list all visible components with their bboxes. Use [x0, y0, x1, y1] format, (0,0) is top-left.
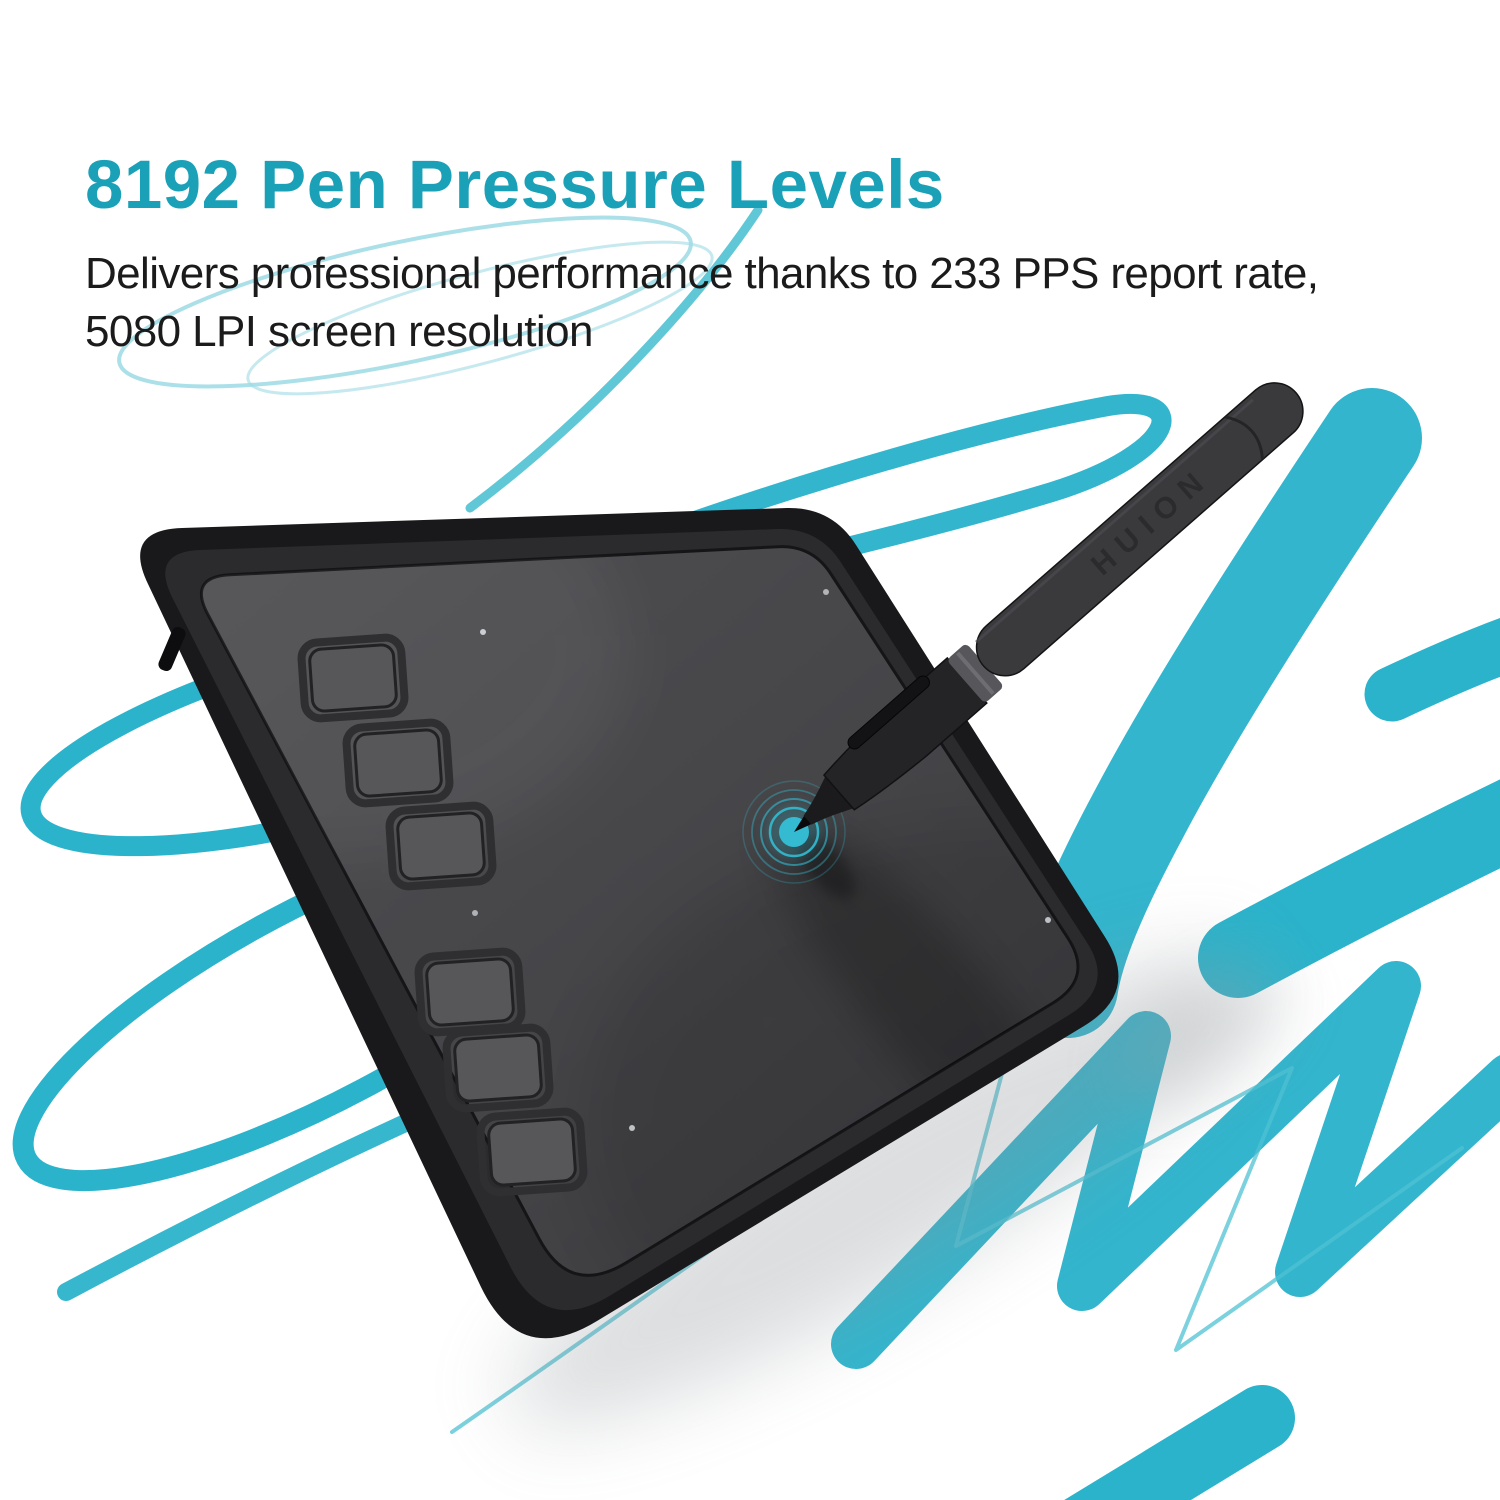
pen-barrel: [975, 382, 1304, 677]
scribble-stroke: [57, 1093, 461, 1301]
pen-side-button: [847, 675, 930, 750]
page-title: 8192 Pen Pressure Levels: [85, 146, 945, 223]
body-line-2: 5080 LPI screen resolution: [85, 306, 593, 356]
usb-c-port: [158, 626, 186, 672]
ripple-ring: [768, 806, 820, 858]
active-area-dot: [1045, 917, 1051, 923]
ripple-ring: [751, 789, 837, 875]
express-key: [414, 947, 526, 1037]
express-keys: [297, 633, 588, 1197]
status-led: [472, 910, 478, 916]
active-area-dot: [823, 589, 829, 595]
active-area-dot: [629, 1125, 635, 1131]
body-line-1: Delivers professional performance thanks…: [85, 249, 1319, 299]
express-key: [476, 1107, 588, 1197]
scribble-band: [1198, 779, 1500, 998]
express-key: [442, 1023, 554, 1113]
ripple-ring: [760, 798, 828, 866]
pen-barrel-highlight: [974, 398, 1254, 644]
scribble-zigzag: [1064, 1385, 1295, 1500]
pen-grip: [822, 656, 988, 811]
tablet-shadow: [508, 954, 1287, 1426]
ripple-ring: [742, 780, 846, 884]
express-key: [342, 718, 454, 808]
pen-collar-highlight: [956, 651, 995, 695]
scribble-thin-loop: [117, 215, 693, 389]
scribble-thin-loop: [246, 240, 714, 396]
pen-cap-seam: [1225, 415, 1264, 460]
pen-tip-cone: [803, 774, 856, 825]
scribble-band: [1364, 618, 1500, 722]
active-area-dot: [480, 629, 486, 635]
express-key: [385, 801, 497, 891]
express-key: [297, 633, 409, 723]
copy-block: 8192 Pen Pressure Levels Delivers profes…: [85, 146, 1460, 361]
scribble-stroke: [465, 205, 763, 513]
